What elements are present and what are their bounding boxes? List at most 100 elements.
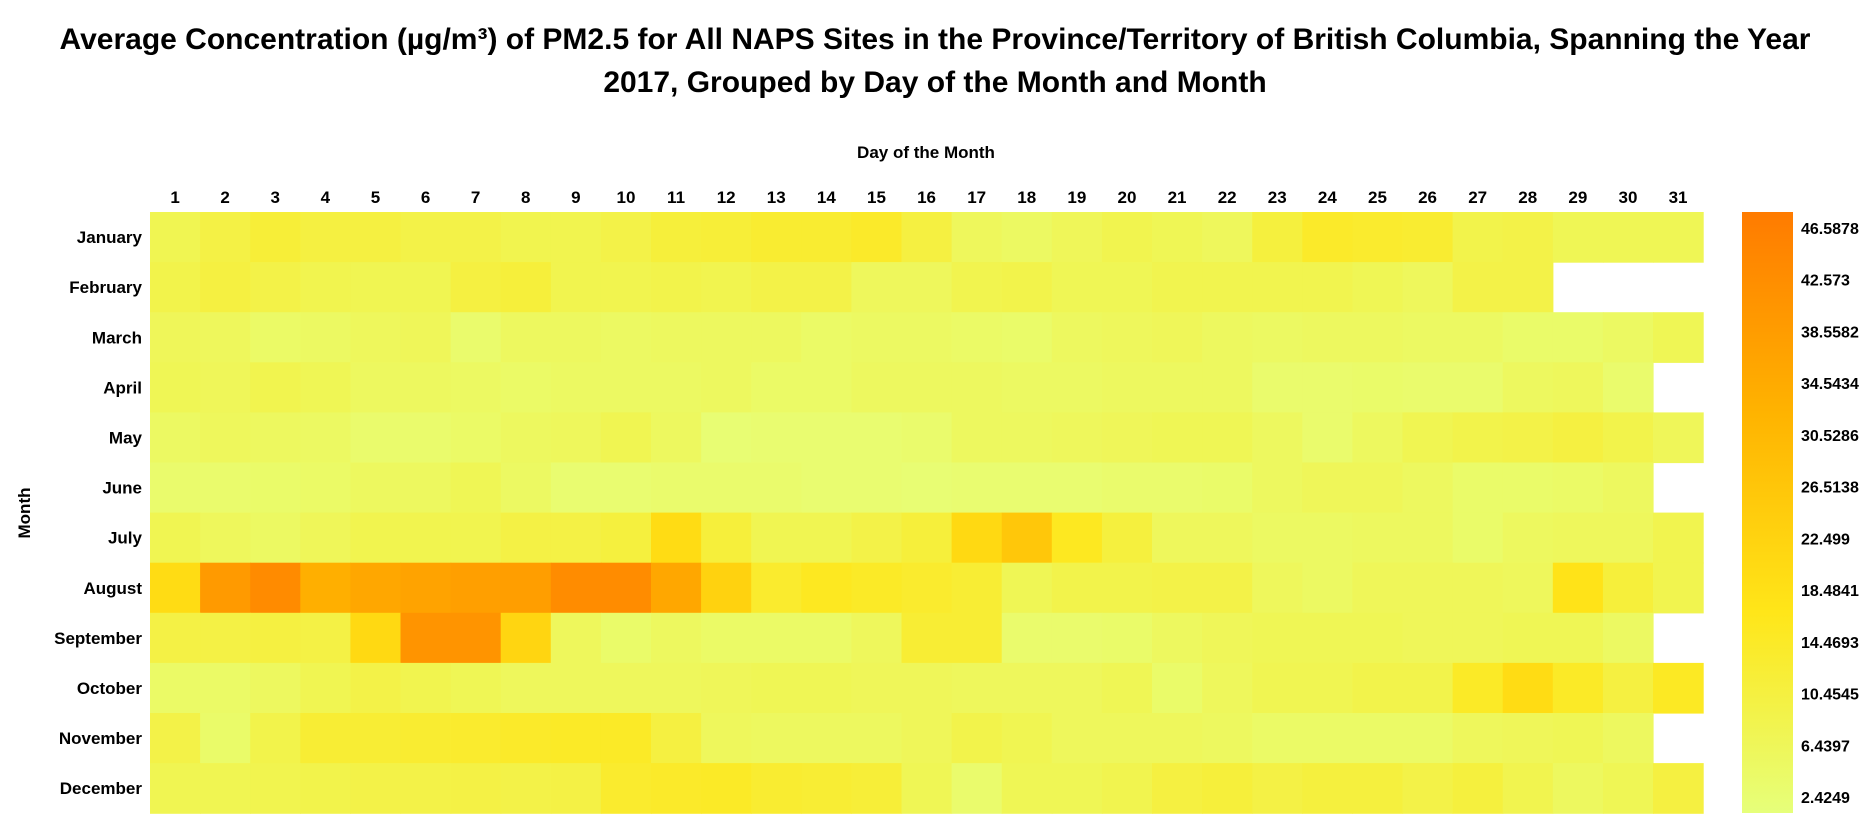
heatmap-cell <box>851 562 903 614</box>
heatmap-cell <box>1502 512 1554 564</box>
heatmap-cell <box>1653 662 1704 714</box>
heatmap-cell <box>300 612 351 664</box>
y-tick-label: July <box>108 529 143 548</box>
heatmap-cell <box>751 362 802 413</box>
heatmap-cell <box>250 713 301 764</box>
heatmap-cell <box>150 713 201 764</box>
heatmap-cell <box>1402 462 1454 514</box>
heatmap-cell <box>1302 713 1353 764</box>
heatmap-cell <box>550 312 602 363</box>
heatmap-cell <box>500 512 552 564</box>
heatmap-cell <box>1552 462 1604 514</box>
heatmap-cell <box>300 262 351 313</box>
heatmap-cell <box>400 212 452 263</box>
heatmap-cell <box>1001 462 1053 514</box>
heatmap-cell <box>1452 212 1504 263</box>
heatmap-cell <box>550 412 602 464</box>
heatmap-cell <box>1352 312 1404 363</box>
heatmap-cell <box>1552 312 1604 363</box>
heatmap-cell <box>1352 763 1404 814</box>
heatmap-cell <box>550 362 602 413</box>
heatmap-cell <box>450 662 502 714</box>
heatmap-cell <box>851 212 903 263</box>
heatmap-cell <box>600 312 652 363</box>
heatmap-cell <box>1452 662 1504 714</box>
heatmap-cell <box>500 562 552 614</box>
heatmap-cell <box>500 763 552 814</box>
heatmap-cell <box>1452 362 1504 413</box>
heatmap-cell <box>150 412 201 464</box>
heatmap-cell <box>150 562 201 614</box>
heatmap-cell <box>1252 763 1303 814</box>
heatmap-cell <box>1302 612 1353 664</box>
y-tick-label: December <box>60 779 143 798</box>
heatmap-cell <box>1602 212 1654 263</box>
x-tick-label: 16 <box>917 188 936 207</box>
heatmap-cell <box>550 262 602 313</box>
heatmap-cell <box>600 262 652 313</box>
heatmap-cells <box>150 212 1704 814</box>
heatmap-cell <box>801 763 852 814</box>
heatmap-cell <box>1001 562 1053 614</box>
heatmap-cell <box>1552 362 1604 413</box>
colorbar-tick-labels: 46.5878 42.573 38.5582 34.5434 30.5286 26.513… <box>1801 221 1859 807</box>
heatmap-cell <box>701 262 752 313</box>
heatmap-cell <box>600 612 652 664</box>
x-tick-label: 25 <box>1368 188 1387 207</box>
heatmap-cell <box>550 662 602 714</box>
heatmap-cell <box>901 512 953 564</box>
colorbar-tick-label: 10.4545 <box>1801 687 1859 704</box>
heatmap-cell <box>200 462 251 514</box>
heatmap-cell <box>400 412 452 464</box>
heatmap-cell <box>550 462 602 514</box>
heatmap-cell <box>450 262 502 313</box>
heatmap-cell <box>1202 462 1253 514</box>
heatmap-cell <box>1152 662 1203 714</box>
heatmap-cell <box>1602 612 1654 664</box>
heatmap-cell <box>150 462 201 514</box>
heatmap-cell <box>801 462 852 514</box>
x-tick-label: 13 <box>767 188 786 207</box>
heatmap-cell <box>1653 512 1704 564</box>
heatmap-cell <box>250 562 301 614</box>
heatmap-cell <box>1602 362 1654 413</box>
heatmap-cell <box>550 562 602 614</box>
heatmap-cell <box>1051 763 1103 814</box>
heatmap-cell <box>851 262 903 313</box>
heatmap-cell <box>801 362 852 413</box>
heatmap-cell <box>1552 512 1604 564</box>
heatmap-cell <box>1602 662 1654 714</box>
heatmap-cell <box>1001 212 1053 263</box>
heatmap-cell <box>1602 312 1654 363</box>
heatmap-cell <box>250 462 301 514</box>
heatmap-cell <box>500 362 552 413</box>
heatmap-cell <box>751 312 802 363</box>
heatmap-cell <box>550 212 602 263</box>
heatmap-cell <box>600 562 652 614</box>
heatmap-cell <box>801 662 852 714</box>
heatmap-cell <box>550 512 602 564</box>
heatmap-cell <box>450 312 502 363</box>
heatmap-cell <box>1402 662 1454 714</box>
heatmap-cell <box>751 412 802 464</box>
heatmap-cell <box>651 763 702 814</box>
heatmap-cell <box>901 312 953 363</box>
heatmap-cell <box>300 462 351 514</box>
y-tick-label: April <box>103 378 142 397</box>
x-tick-label: 4 <box>321 188 331 207</box>
heatmap-cell <box>901 462 953 514</box>
heatmap-cell <box>500 662 552 714</box>
heatmap-cell <box>1502 713 1554 764</box>
heatmap-cell <box>1502 312 1554 363</box>
heatmap-cell <box>200 612 251 664</box>
heatmap-cell <box>1552 713 1604 764</box>
heatmap-cell <box>901 412 953 464</box>
heatmap-cell <box>751 262 802 313</box>
colorbar-tick-label: 46.5878 <box>1801 221 1859 238</box>
heatmap-cell <box>651 562 702 614</box>
colorbar-tick-label: 38.5582 <box>1801 324 1859 341</box>
colorbar-tick-label: 26.5138 <box>1801 480 1859 497</box>
heatmap-cell <box>1152 512 1203 564</box>
y-tick-label: August <box>83 579 142 598</box>
heatmap-cell <box>1302 312 1353 363</box>
